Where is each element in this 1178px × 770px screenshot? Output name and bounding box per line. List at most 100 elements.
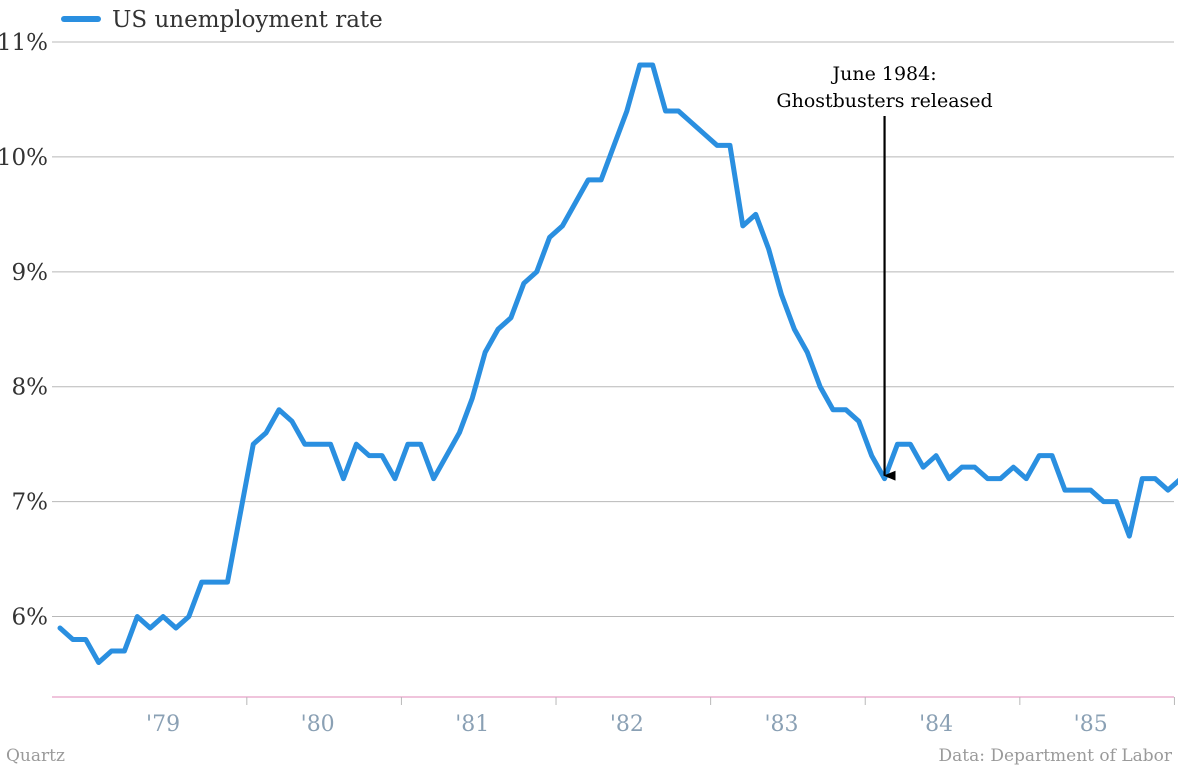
data-point [599, 178, 603, 182]
data-point [445, 454, 448, 457]
data-point [690, 121, 693, 124]
data-point [702, 132, 706, 136]
annotation-text-line: June 1984: [830, 63, 936, 85]
data-point [458, 431, 461, 434]
data-point [252, 442, 255, 446]
data-point [909, 442, 912, 446]
data-point [136, 615, 139, 618]
data-point [380, 454, 384, 457]
y-tick-label: 11% [0, 30, 48, 56]
data-point [1166, 488, 1170, 492]
x-tick-label: '85 [1074, 712, 1108, 737]
annotation-layer: June 1984: Ghostbusters released [776, 63, 993, 481]
data-point [355, 442, 358, 446]
data-point [509, 316, 513, 319]
data-point [522, 282, 526, 285]
data-point [754, 213, 757, 216]
series-line-unemployment [57, 62, 1178, 666]
y-tick-label: 7% [12, 490, 49, 516]
data-point [741, 224, 745, 228]
x-tick-labels: '79 '80 '81 '82 '83 '84 '85 [146, 712, 1108, 737]
data-point [471, 397, 474, 400]
x-tick-label: '82 [610, 712, 644, 737]
data-point [960, 465, 964, 469]
data-point [496, 328, 500, 331]
data-point [406, 442, 410, 446]
data-point [1076, 488, 1080, 492]
data-point [896, 442, 899, 446]
series-layer [57, 62, 1178, 666]
data-point [316, 442, 319, 446]
data-point [1102, 500, 1105, 503]
data-point [561, 224, 564, 228]
data-point [97, 661, 100, 664]
data-point [844, 408, 848, 411]
y-tick-labels: 6% 7% 8% 9% 10% 11% [0, 30, 48, 631]
data-point [342, 477, 345, 480]
x-tick-label: '80 [301, 712, 335, 737]
legend: US unemployment rate [61, 7, 383, 33]
data-point [277, 408, 281, 411]
data-point [161, 615, 165, 618]
data-point [329, 442, 332, 446]
data-point [200, 580, 203, 584]
x-axis [52, 696, 1175, 705]
data-point [1089, 488, 1092, 492]
credit-label: Quartz [6, 746, 65, 766]
data-point [1025, 477, 1028, 480]
data-point [1128, 534, 1131, 538]
data-point [213, 580, 216, 584]
data-point [1063, 488, 1067, 492]
data-point [1153, 477, 1157, 480]
legend-label: US unemployment rate [112, 7, 383, 33]
data-point [58, 626, 62, 630]
y-tick-label: 8% [12, 375, 49, 401]
data-point [728, 144, 732, 147]
data-point [767, 247, 770, 251]
data-point [174, 626, 178, 630]
data-point [368, 454, 371, 457]
data-point [574, 201, 577, 205]
data-point [432, 477, 435, 480]
data-point [110, 649, 113, 653]
data-point [870, 454, 873, 457]
x-tick-label: '84 [919, 712, 953, 737]
x-tick-label: '79 [146, 712, 180, 737]
data-point [857, 420, 860, 423]
data-point [986, 477, 989, 480]
data-point [303, 442, 306, 446]
data-point [148, 626, 152, 630]
data-point [535, 270, 538, 274]
data-point [548, 236, 551, 239]
data-point [651, 63, 654, 67]
data-point [999, 477, 1002, 480]
data-point [1012, 465, 1015, 469]
data-point [187, 615, 191, 618]
data-point [922, 465, 925, 469]
data-point [677, 109, 680, 113]
data-point [793, 328, 796, 331]
data-point [84, 638, 87, 641]
data-point [715, 144, 719, 147]
data-point [934, 454, 938, 457]
grid-lines [52, 41, 1174, 618]
data-point [419, 442, 422, 446]
data-point [483, 351, 487, 354]
data-point [226, 580, 229, 584]
y-tick-label: 9% [12, 260, 49, 286]
y-tick-label: 6% [12, 605, 49, 631]
x-tick-label: '81 [455, 712, 489, 737]
data-point [831, 408, 835, 411]
x-tick-label: '83 [764, 712, 798, 737]
y-tick-label: 10% [0, 145, 48, 171]
data-point [883, 477, 886, 480]
data-point [587, 178, 590, 182]
data-point [1141, 477, 1144, 480]
data-point [664, 109, 667, 113]
data-point [780, 293, 783, 297]
data-point [71, 638, 75, 641]
data-point [947, 477, 951, 480]
data-point [625, 109, 629, 113]
data-point [973, 465, 976, 469]
data-point [1037, 454, 1041, 457]
